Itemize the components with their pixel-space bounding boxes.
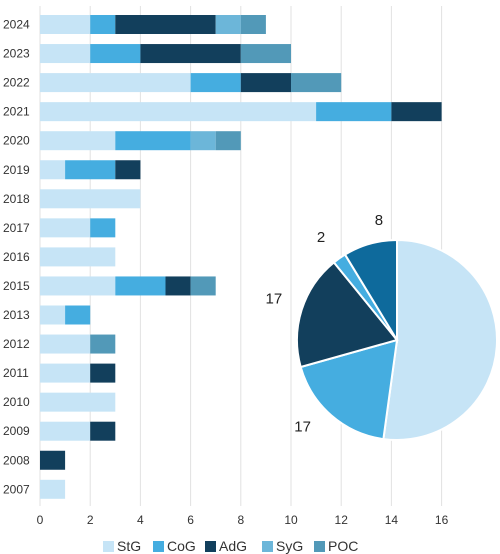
- bar-2011-StG: [40, 363, 91, 383]
- y-tick-label: 2015: [3, 279, 30, 293]
- y-tick-label: 2020: [3, 134, 30, 148]
- pie-slice-CoG: [299, 338, 399, 441]
- bar-2012-StG: [40, 334, 91, 354]
- bar-2007-StG: [40, 479, 66, 499]
- bar-2021-CoG: [316, 102, 392, 122]
- bar-2012-POC: [90, 334, 116, 354]
- x-tick-label: 6: [187, 513, 194, 527]
- bar-2009-StG: [40, 421, 91, 441]
- pie-slice-POC: [343, 238, 398, 344]
- y-tick-label: 2010: [3, 395, 30, 409]
- y-tick-label: 2022: [3, 76, 30, 90]
- y-tick-label: 2017: [3, 221, 30, 235]
- pie-slice-StG: [382, 238, 498, 441]
- y-tick-label: 2008: [3, 453, 30, 467]
- legend-label-CoG: CoG: [167, 538, 196, 554]
- x-tick-label: 8: [237, 513, 244, 527]
- bar-2019-StG: [40, 160, 66, 180]
- bar-2015-POC: [190, 276, 216, 296]
- bar-2024-SyG: [215, 15, 241, 34]
- pie-label-CoG: 17: [294, 418, 311, 435]
- legend-swatch-CoG: [153, 541, 164, 552]
- bar-2023-CoG: [90, 44, 141, 64]
- bar-2022-POC: [291, 73, 342, 93]
- y-tick-label: 2007: [3, 482, 30, 496]
- y-tick-label: 2012: [3, 337, 30, 351]
- bar-2009-AdG: [90, 421, 116, 441]
- pie-label-POC: 8: [375, 212, 383, 229]
- legend-label-SyG: SyG: [276, 538, 303, 554]
- bar-2021-AdG: [391, 102, 442, 122]
- bar-2023-POC: [240, 44, 291, 64]
- bar-2011-AdG: [90, 363, 116, 383]
- bar-2020-SyG: [190, 131, 216, 151]
- bar-2017-CoG: [90, 218, 116, 238]
- bar-2020-POC: [215, 131, 241, 151]
- legend-swatch-AdG: [205, 541, 216, 552]
- legend: StG CoG AdG SyG POC: [103, 538, 358, 554]
- pie-slice-AdG: [296, 261, 399, 369]
- legend-label-StG: StG: [117, 538, 141, 554]
- y-tick-label: 2016: [3, 250, 30, 264]
- pie-chart: 48171728: [266, 212, 498, 441]
- pie-label-AdG: 17: [266, 291, 283, 308]
- bar-2022-CoG: [190, 73, 241, 93]
- bar-2015-AdG: [165, 276, 191, 296]
- bar-2018-StG: [40, 189, 141, 209]
- bar-2016-StG: [40, 247, 116, 267]
- bar-2013-CoG: [65, 305, 91, 325]
- value-axis: 0 2 4 6 8 10 12 14 16: [37, 513, 449, 527]
- y-tick-label: 2021: [3, 105, 30, 119]
- x-tick-label: 14: [385, 513, 399, 527]
- legend-swatch-POC: [314, 541, 325, 552]
- bar-2023-StG: [40, 44, 91, 64]
- bar-2017-StG: [40, 218, 91, 238]
- bar-2023-AdG: [140, 44, 241, 64]
- bar-2019-AdG: [115, 160, 141, 180]
- x-tick-label: 4: [137, 513, 144, 527]
- year-axis: 2024 2023 2022 2021 2020 2019 2018 2017 2016 2015…: [3, 18, 30, 497]
- bar-2024-StG: [40, 15, 91, 34]
- legend-label-POC: POC: [328, 538, 358, 554]
- legend-swatch-StG: [103, 541, 114, 552]
- bar-2021-StG: [40, 102, 317, 122]
- y-tick-label: 2019: [3, 163, 30, 177]
- legend-label-AdG: AdG: [219, 538, 247, 554]
- bar-2024-CoG: [90, 15, 116, 34]
- pie-label-SyG: 2: [317, 229, 325, 246]
- bar-2022-AdG: [240, 73, 291, 93]
- x-tick-label: 10: [284, 513, 298, 527]
- bar-2008-AdG: [40, 450, 66, 470]
- bar-2024-POC: [240, 15, 266, 34]
- x-tick-label: 12: [335, 513, 349, 527]
- bar-2015-StG: [40, 276, 116, 296]
- bar-2015-CoG: [115, 276, 166, 296]
- x-tick-label: 2: [87, 513, 94, 527]
- legend-swatch-SyG: [262, 541, 273, 552]
- bar-2010-StG: [40, 392, 116, 412]
- x-tick-label: 16: [435, 513, 449, 527]
- bar-2024-AdG: [115, 15, 216, 34]
- bar-chart: [40, 15, 442, 499]
- bar-2019-CoG: [65, 160, 116, 180]
- y-tick-label: 2023: [3, 47, 30, 61]
- y-tick-label: 2013: [3, 308, 30, 322]
- bar-2020-StG: [40, 131, 116, 151]
- bar-2022-StG: [40, 73, 191, 93]
- y-tick-label: 2024: [3, 18, 30, 32]
- x-tick-label: 0: [37, 513, 44, 527]
- bar-2013-StG: [40, 305, 66, 325]
- y-tick-label: 2009: [3, 424, 30, 438]
- bar-2020-CoG: [115, 131, 191, 151]
- y-tick-label: 2018: [3, 192, 30, 206]
- y-tick-label: 2011: [3, 366, 29, 380]
